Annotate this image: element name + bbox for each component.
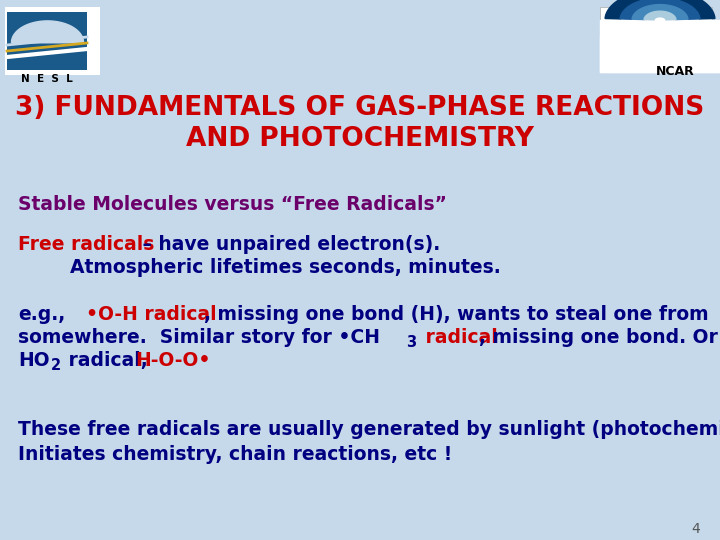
Text: •O-H radical: •O-H radical	[86, 305, 217, 324]
Text: H-O-O•: H-O-O•	[135, 351, 210, 370]
Polygon shape	[620, 0, 700, 19]
FancyBboxPatch shape	[600, 7, 712, 72]
Polygon shape	[605, 0, 715, 19]
Text: HO: HO	[18, 351, 50, 370]
Text: 3: 3	[406, 335, 416, 350]
Text: Atmospheric lifetimes seconds, minutes.: Atmospheric lifetimes seconds, minutes.	[18, 258, 500, 277]
Text: , missing one bond (H), wants to steal one from: , missing one bond (H), wants to steal o…	[204, 305, 708, 324]
FancyBboxPatch shape	[5, 7, 100, 75]
Text: – have unpaired electron(s).: – have unpaired electron(s).	[136, 235, 440, 254]
Text: 4: 4	[691, 522, 700, 536]
Text: , missing one bond. Or the: , missing one bond. Or the	[479, 328, 720, 347]
Text: Stable Molecules versus “Free Radicals”: Stable Molecules versus “Free Radicals”	[18, 195, 447, 214]
Text: These free radicals are usually generated by sunlight (photochemistry).: These free radicals are usually generate…	[18, 420, 720, 439]
Polygon shape	[644, 11, 676, 20]
Text: Initiates chemistry, chain reactions, etc !: Initiates chemistry, chain reactions, et…	[18, 445, 452, 464]
Text: 3) FUNDAMENTALS OF GAS-PHASE REACTIONS
AND PHOTOCHEMISTRY: 3) FUNDAMENTALS OF GAS-PHASE REACTIONS A…	[15, 95, 705, 152]
Text: radical,: radical,	[62, 351, 154, 370]
Text: radical: radical	[419, 328, 498, 347]
Text: somewhere.  Similar story for •CH: somewhere. Similar story for •CH	[18, 328, 380, 347]
Text: Free radicals: Free radicals	[18, 235, 154, 254]
Polygon shape	[632, 5, 688, 19]
Text: 2: 2	[51, 358, 61, 373]
Text: NCAR: NCAR	[656, 65, 695, 78]
Text: N  E  S  L: N E S L	[21, 74, 73, 84]
Text: e.g.,: e.g.,	[18, 305, 66, 324]
Bar	[7, 12, 87, 70]
